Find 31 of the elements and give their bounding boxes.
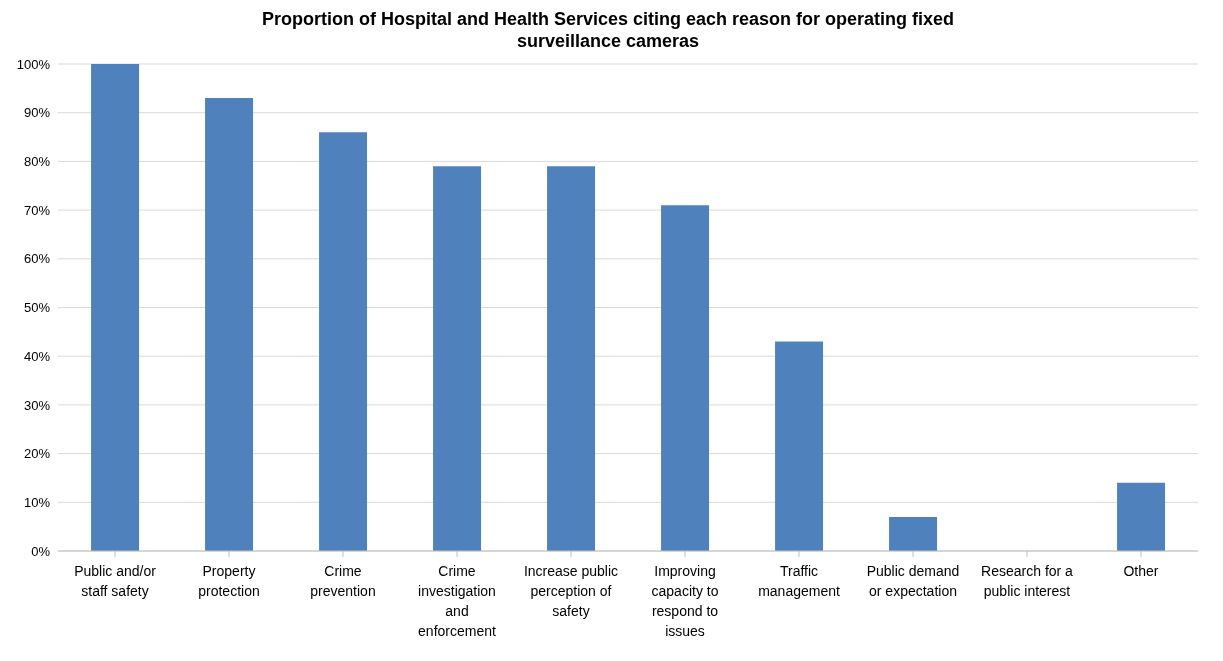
x-tick-label: Property protection (198, 563, 260, 599)
y-tick-label: 80% (23, 154, 51, 170)
bar (433, 166, 482, 551)
x-tick-label: Increase public perception of safety (523, 563, 619, 619)
bar (661, 205, 710, 551)
bar (1117, 482, 1166, 551)
y-tick-label: 20% (23, 446, 51, 462)
x-tick-label: Research for a public interest (981, 563, 1074, 599)
x-tick-label: Crime prevention (310, 563, 376, 599)
x-tick-label: Traffic management (758, 563, 840, 599)
y-tick-label: 70% (23, 202, 51, 218)
bar (319, 132, 368, 551)
bar (91, 64, 140, 551)
y-tick-label: 100% (16, 56, 51, 72)
x-tick-label: Crime investigation and enforcement (418, 563, 497, 639)
bar (775, 341, 824, 551)
y-tick-label: 0% (31, 543, 51, 559)
bar (547, 166, 596, 551)
y-tick-label: 90% (23, 105, 51, 121)
bar (205, 98, 254, 551)
chart-title: Proportion of Hospital and Health Services citing each reason for operating fixed surveillance cameras (260, 8, 956, 52)
x-tick-label: Improving capacity to respond to issues (651, 563, 719, 639)
x-tick-label: Public and/or staff safety (74, 563, 157, 599)
bar (889, 516, 938, 551)
y-tick-label: 30% (23, 397, 51, 413)
y-tick-label: 40% (23, 348, 51, 364)
x-tick-label: Other (1123, 563, 1159, 579)
x-tick-label: Public demand or expectation (866, 563, 960, 599)
y-tick-label: 10% (23, 494, 51, 510)
y-tick-label: 50% (23, 300, 51, 316)
y-tick-label: 60% (23, 251, 51, 267)
